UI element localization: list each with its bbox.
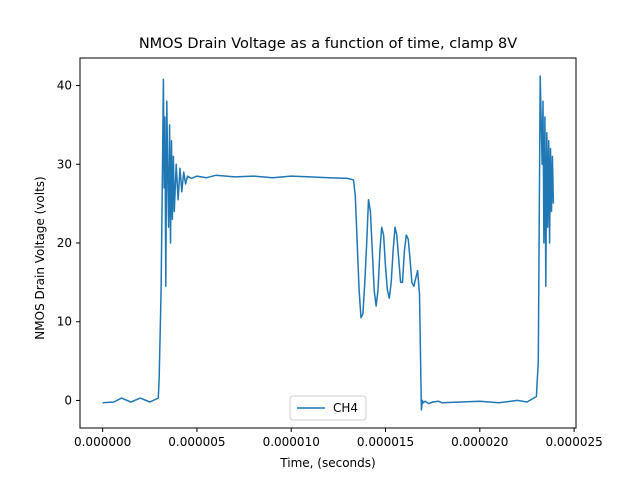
x-tick-label: 0.000010: [263, 435, 320, 449]
series-line-ch4: [102, 75, 555, 411]
y-tick-label: 20: [57, 236, 72, 250]
x-tick-label: 0.000015: [357, 435, 414, 449]
x-axis: 0.000000 0.000005 0.000010 0.000015 0.000020…: [74, 428, 603, 449]
chart-title: NMOS Drain Voltage as a function of time…: [139, 36, 517, 52]
y-tick-label: 10: [57, 315, 72, 329]
plot-area: 0.000000 0.000005 0.000010 0.000015 0.000020…: [57, 57, 603, 449]
x-tick-label: 0.000005: [168, 435, 225, 449]
y-axis: 0 10 20 30 40: [57, 79, 80, 407]
y-tick-label: 30: [57, 157, 72, 171]
x-axis-label: Time, (seconds): [279, 456, 375, 470]
y-tick-label: 40: [57, 79, 72, 93]
x-tick-label: 0.000025: [545, 435, 602, 449]
x-tick-label: 0.000020: [451, 435, 508, 449]
x-tick-label: 0.000000: [74, 435, 131, 449]
legend-box: [289, 395, 367, 421]
legend: CH4: [289, 395, 367, 421]
y-axis-label: NMOS Drain Voltage (volts): [33, 176, 47, 339]
y-tick-label: 0: [64, 393, 72, 407]
legend-label-ch4: CH4: [333, 401, 358, 415]
